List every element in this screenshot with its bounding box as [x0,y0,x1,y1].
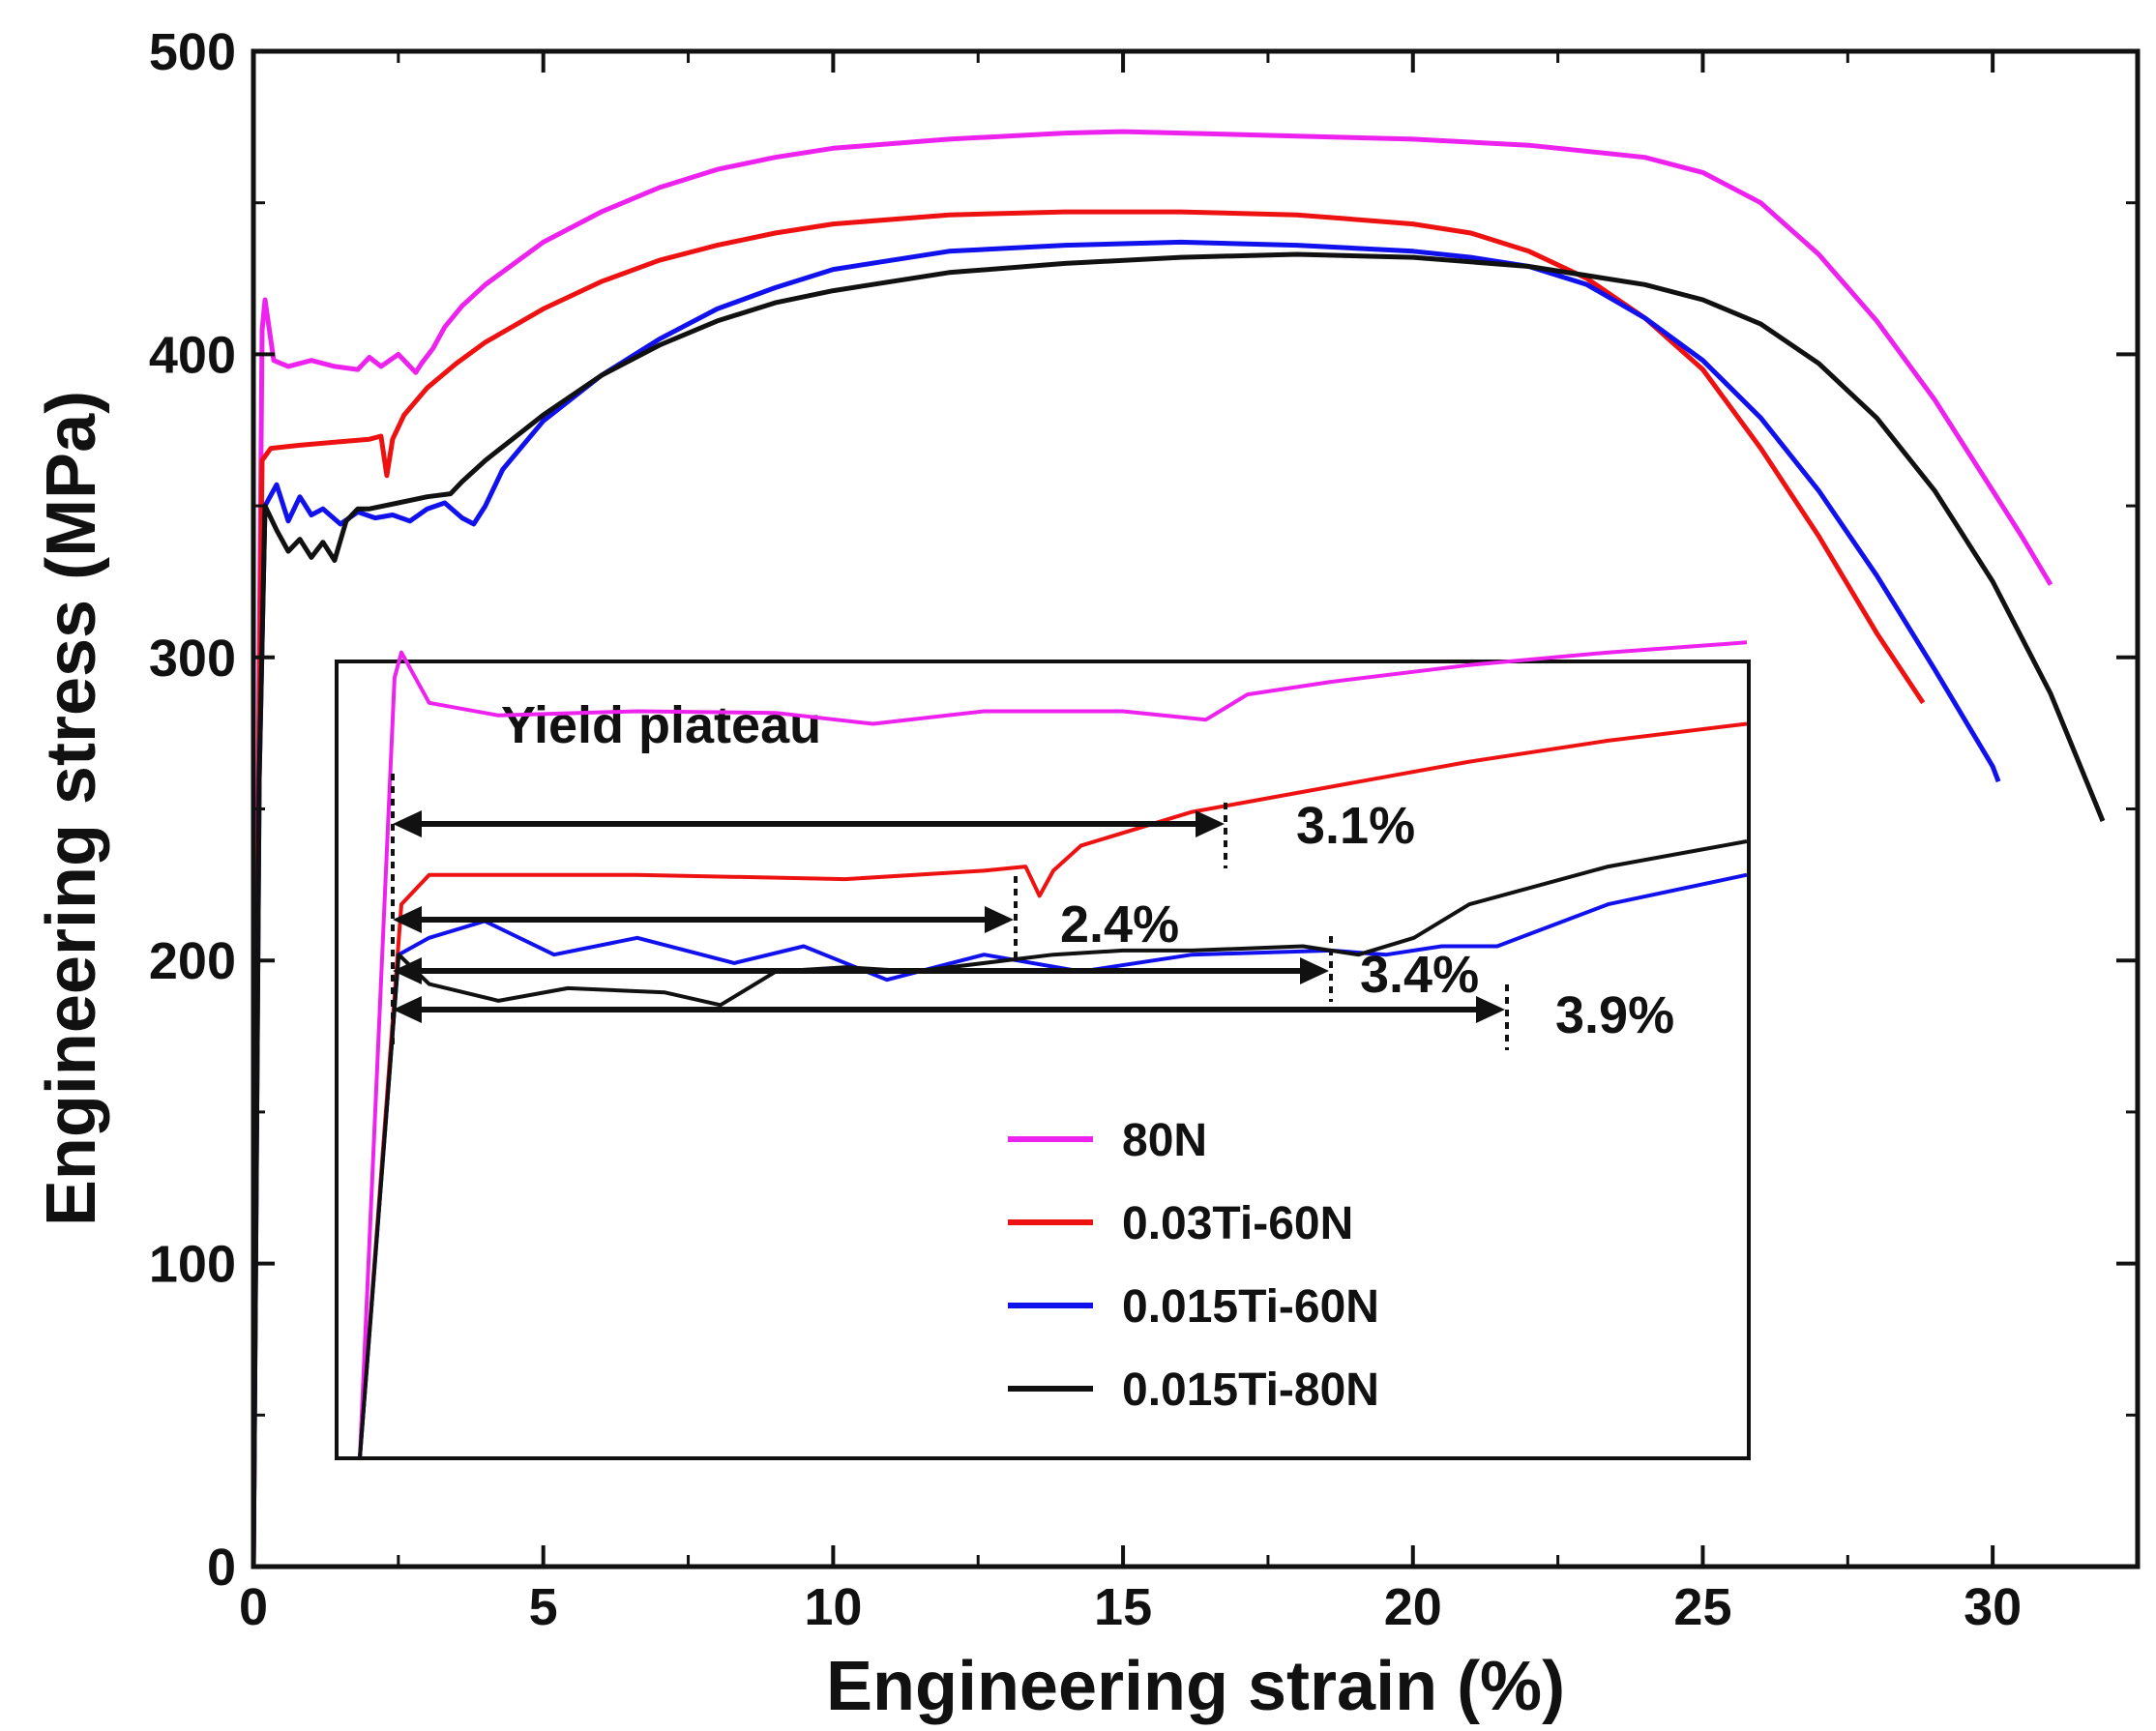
plateau-arrowhead-right-0.015ti-80n [1300,957,1329,984]
inset-yield-plateau: Yield plateau 3.1% 2.4% 3.4% 3.9% [335,640,1751,1460]
plateau-label-0.015ti-80n: 3.4% [1360,946,1479,1004]
plateau-label-0.03ti-60n: 2.4% [1060,895,1179,954]
x-tick-label: 10 [804,1578,862,1636]
plateau-arrowhead-right-80n [1196,810,1225,837]
inset-curves-layer [358,640,1748,1459]
plateau-markers [391,774,1509,1050]
y-axis-title: Engineering stress (MPa) [33,391,110,1226]
y-tick-label: 0 [207,1539,236,1597]
plateau-arrowhead-left-0.03ti-60n [393,906,422,933]
series-line-0.015ti-80n [251,251,2106,1568]
x-tick-label: 15 [1094,1578,1152,1636]
x-tick-label: 20 [1384,1578,1442,1636]
plateau-label-80n: 3.1% [1296,797,1415,855]
y-tick-label: 300 [149,630,236,688]
plateau-arrowhead-left-0.015ti-80n [393,957,422,984]
plateau-label-0.015ti-60n: 3.9% [1555,986,1674,1044]
x-axis-title: Engineering strain (%) [826,1648,1565,1725]
legend-label: 0.03Ti-60N [1122,1198,1353,1249]
series-line-80n [251,129,2053,1568]
series-line-0.03ti-60n [251,209,1926,1568]
y-tick-label: 100 [149,1236,236,1294]
inset-line-80n [358,640,1748,1459]
plateau-arrowhead-right-0.03ti-60n [985,906,1014,933]
x-tick-label: 0 [239,1578,268,1636]
plateau-arrows [393,810,1505,1023]
plateau-arrowhead-left-80n [393,810,422,837]
inset-frame [335,660,1751,1460]
main-series-layer [251,129,2106,1568]
legend-label: 0.015Ti-80N [1122,1364,1379,1416]
x-tick-label: 5 [529,1578,558,1636]
x-tick-label: 25 [1673,1578,1731,1636]
plateau-arrowhead-right-0.015ti-60n [1476,996,1505,1023]
legend-label: 80N [1122,1115,1207,1166]
inset-line-0.03ti-60n [358,721,1748,1459]
y-tick-label: 200 [149,932,236,990]
plateau-arrowhead-left-0.015ti-60n [393,996,422,1023]
y-tick-label: 400 [149,326,236,384]
inset-title: Yield plateau [501,696,821,754]
x-tick-label: 30 [1964,1578,2022,1636]
legend-label: 0.015Ti-60N [1122,1281,1379,1333]
legend: 80N 0.03Ti-60N 0.015Ti-60N 0.015Ti-80N [1008,1115,1379,1416]
y-tick-label: 500 [149,23,236,81]
